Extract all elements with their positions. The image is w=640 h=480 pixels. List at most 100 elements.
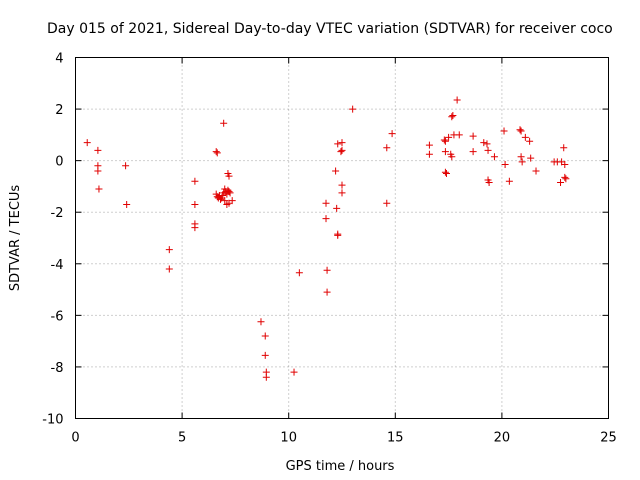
data-point (441, 148, 449, 156)
data-point (94, 167, 102, 175)
data-point (323, 266, 331, 274)
data-point (212, 148, 220, 156)
data-point (516, 126, 524, 134)
data-point (225, 188, 233, 196)
data-point (501, 161, 509, 169)
data-point (485, 179, 493, 187)
data-point (521, 133, 529, 141)
data-point (388, 130, 396, 138)
data-point (483, 140, 491, 148)
data-point (440, 136, 448, 144)
data-point (226, 189, 234, 197)
x-tick-label: 25 (600, 431, 617, 446)
data-point (490, 153, 498, 161)
data-point (94, 146, 102, 154)
x-axis-label: GPS time / hours (286, 459, 395, 474)
data-point (95, 185, 103, 193)
data-point (560, 144, 568, 152)
data-point (295, 269, 303, 277)
data-point (123, 200, 131, 208)
data-point (469, 132, 477, 140)
data-point (216, 195, 224, 203)
data-point (261, 332, 269, 340)
data-point (334, 140, 342, 148)
data-point (441, 168, 449, 176)
y-tick-labels: -10 -8 -6 -4 -2 0 2 4 (42, 52, 63, 428)
x-tick-labels: 0 5 10 15 20 25 (71, 431, 616, 446)
data-point (333, 204, 341, 212)
data-point (425, 150, 433, 158)
data-point (323, 288, 331, 296)
x-tick-label: 0 (71, 431, 79, 446)
y-tick-label: -10 (42, 413, 63, 428)
data-point (261, 351, 269, 359)
data-point (334, 231, 342, 239)
chart-title: Day 015 of 2021, Sidereal Day-to-day VTE… (47, 21, 613, 37)
data-point (500, 127, 508, 135)
x-tick-label: 20 (494, 431, 511, 446)
data-point (448, 113, 456, 121)
data-point (262, 373, 270, 381)
axis-ticks (75, 57, 609, 419)
data-point (517, 127, 525, 135)
data-point (455, 131, 463, 139)
data-point (562, 175, 570, 183)
y-axis-label: SDTVAR / TECUs (8, 185, 23, 292)
data-point (165, 265, 173, 273)
y-tick-label: 2 (55, 103, 63, 118)
data-point (332, 167, 340, 175)
grid-lines (75, 57, 609, 419)
data-point (225, 172, 233, 180)
data-points (83, 96, 570, 381)
data-point (220, 119, 228, 127)
data-point (338, 181, 346, 189)
data-point (469, 148, 477, 156)
data-point (213, 149, 221, 157)
data-point (441, 137, 449, 145)
x-tick-label: 15 (387, 431, 404, 446)
data-point (480, 139, 488, 147)
data-point (338, 189, 346, 197)
data-point (257, 318, 265, 326)
data-point (527, 154, 535, 162)
y-tick-label: 4 (55, 52, 63, 67)
data-point (425, 141, 433, 149)
data-point (322, 215, 330, 223)
y-tick-label: -2 (51, 206, 64, 221)
data-point (122, 162, 130, 170)
data-point (532, 167, 540, 175)
data-point (337, 148, 345, 156)
data-point (442, 170, 450, 178)
data-point (228, 197, 236, 205)
data-point (290, 368, 298, 376)
data-point (449, 112, 457, 120)
data-point (484, 146, 492, 154)
data-point (518, 158, 526, 166)
data-point (505, 177, 513, 185)
data-point (338, 146, 346, 154)
data-point (517, 153, 525, 161)
data-point (448, 153, 456, 161)
data-point (191, 200, 199, 208)
data-point (349, 105, 357, 113)
data-point (526, 137, 534, 145)
data-point (383, 144, 391, 152)
data-point (221, 197, 229, 205)
data-point (383, 199, 391, 207)
data-point (557, 179, 565, 187)
data-point (453, 96, 461, 104)
x-tick-label: 10 (280, 431, 297, 446)
x-tick-label: 5 (178, 431, 186, 446)
data-point (561, 161, 569, 169)
data-point (191, 177, 199, 185)
data-point (191, 224, 199, 232)
data-point (445, 133, 453, 141)
data-point (165, 246, 173, 254)
y-tick-label: 0 (55, 155, 63, 170)
data-point (322, 199, 330, 207)
plot-frame (75, 57, 609, 419)
data-point (561, 173, 569, 181)
y-tick-label: -8 (51, 361, 64, 376)
